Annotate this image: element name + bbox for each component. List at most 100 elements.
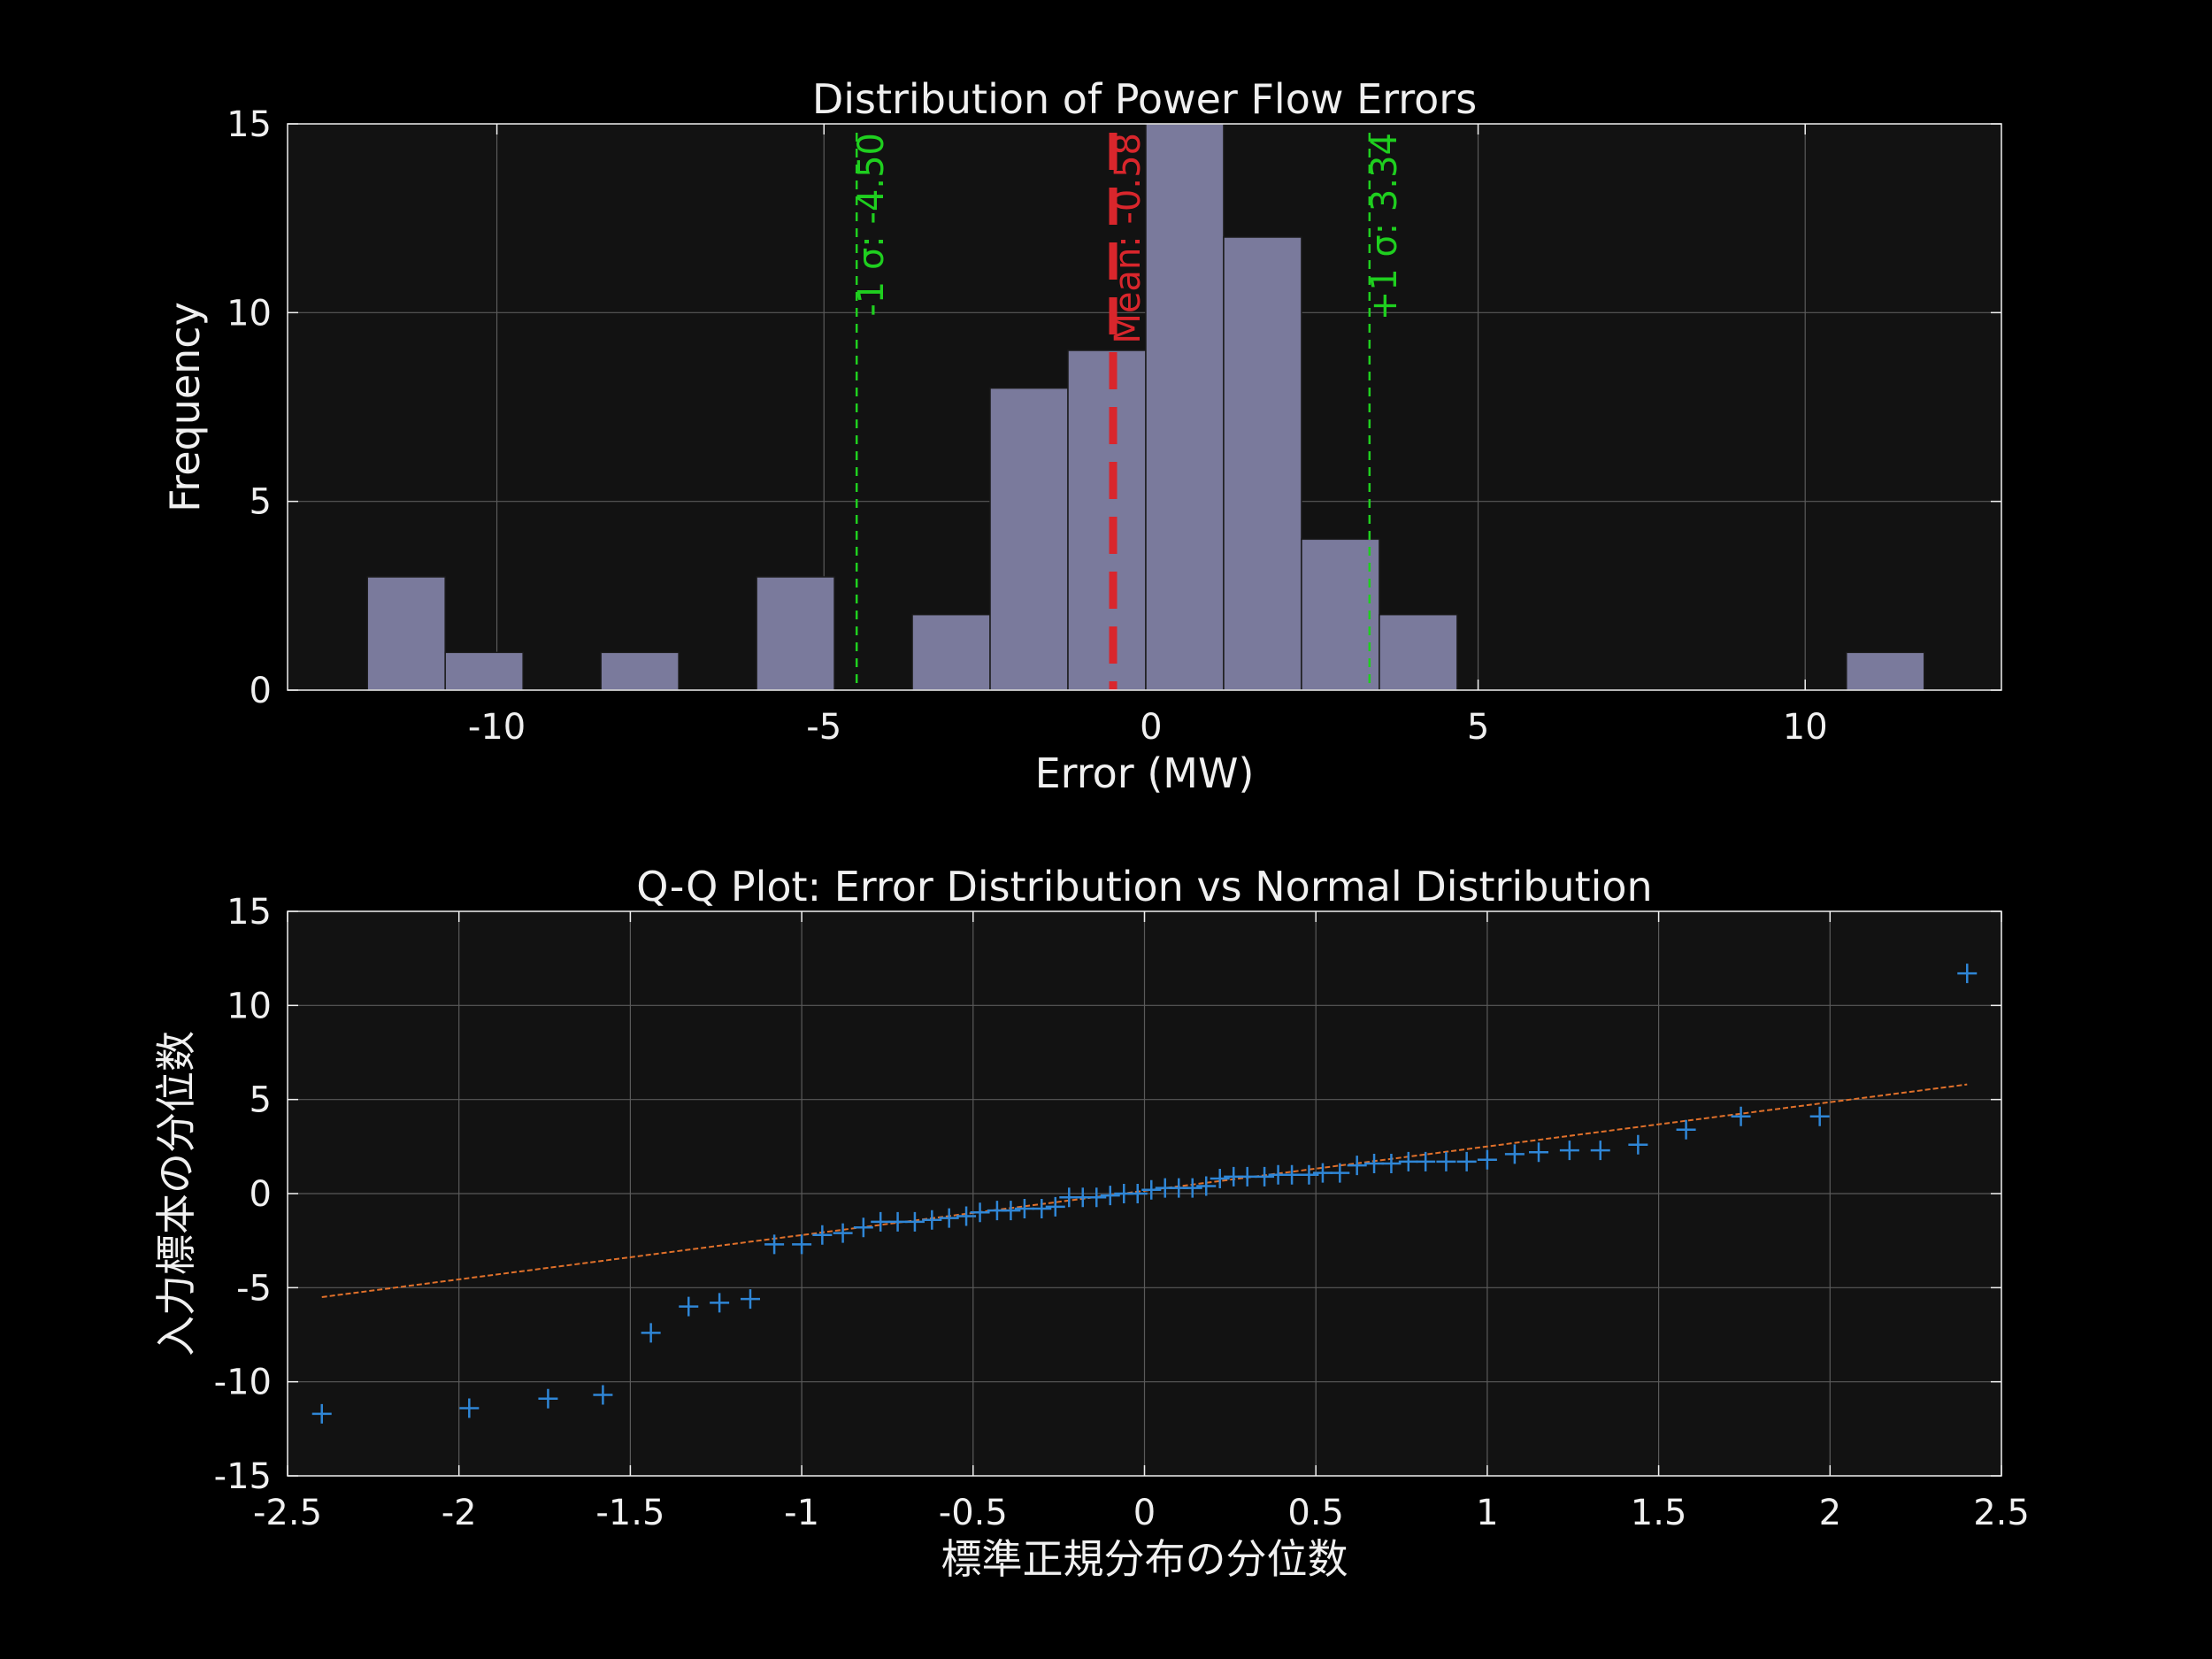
qq-data-point [1087,1187,1107,1208]
qq-y-tick-label: -10 [214,1363,272,1403]
qq-y-tick-label: 10 [227,986,272,1026]
qq-data-point [1731,1106,1751,1126]
qq-data-point [922,1210,942,1230]
qq-y-tick-label: 15 [227,892,272,933]
qq-data-point [1590,1141,1610,1161]
histogram-bar [989,387,1069,691]
qq-data-point [1676,1119,1696,1140]
qq-data-point [833,1223,853,1243]
qq-x-tick-label: -2.5 [253,1493,322,1533]
qq-data-point [1809,1106,1830,1126]
qq-data-point [593,1385,613,1405]
qq-data-point [1628,1134,1648,1155]
qq-data-points [311,964,1978,1424]
qq-data-point [710,1293,730,1313]
qq-x-tick-label: 0.5 [1287,1493,1344,1533]
qq-data-point [1347,1156,1367,1176]
histogram-axes-frame [287,123,2002,691]
qq-tick-labels: -2.5 -2 -1.5 -1 -0.5 0 0.5 1 1.5 2 2.5 -15 -10 -5 0 5 10… [214,892,2030,1533]
histogram-bar [1067,349,1147,691]
qq-data-point [853,1217,873,1238]
qq-data-point [939,1208,959,1228]
qq-x-tick-label: -1 [784,1493,819,1533]
qq-data-point [871,1211,891,1232]
qq-data-point [1282,1164,1302,1185]
histogram-bars [366,123,1925,691]
qq-data-point [1182,1178,1202,1198]
qq-y-tick-label: -5 [236,1268,272,1309]
qq-data-point [641,1323,661,1343]
qq-data-point [1477,1149,1497,1170]
qq-data-point [1364,1153,1385,1173]
qq-grid [287,910,2002,1477]
qq-data-point [1141,1179,1162,1200]
qq-data-point [1416,1151,1436,1171]
qq-title: Q-Q Plot: Error Distribution vs Normal D… [636,863,1652,910]
histogram-bar [444,651,524,691]
histogram-y-tick-label: 10 [227,293,272,334]
histogram-bar [1379,613,1458,691]
qq-data-point [459,1398,480,1418]
qq-data-point [1398,1151,1418,1171]
histogram-x-tick-label: -10 [468,707,526,748]
histogram-x-tick-label: -5 [806,707,841,748]
qq-data-point [1504,1144,1525,1164]
qq-data-point [764,1234,785,1255]
histogram-bar [1301,538,1380,691]
qq-x-tick-label: 2 [1819,1493,1841,1533]
histogram-y-tick-label: 0 [250,671,272,711]
qq-x-tick-label: 2.5 [1973,1493,2030,1533]
histogram-y-tick-label: 5 [250,482,272,523]
qq-data-point [812,1225,833,1245]
histogram-y-axis-label: Frequency [161,302,209,512]
qq-x-tick-label: 1.5 [1631,1493,1687,1533]
histogram-tick-labels: -10 -5 0 5 10 0 5 10 15 [227,104,1828,748]
qq-data-point [1100,1186,1120,1206]
qq-y-tick-label: -15 [214,1456,272,1497]
qq-data-point [1127,1184,1148,1203]
qq-y-axis-label: 入力標本の分位数 [152,1031,200,1356]
histogram-bar [1145,123,1225,691]
qq-data-point [311,1403,332,1424]
qq-data-point [792,1234,812,1255]
qq-x-tick-label: -1.5 [595,1493,664,1533]
histogram-bar [366,576,446,691]
qq-x-axis-label: 標準正規分布の分位数 [941,1535,1348,1583]
qq-x-tick-label: -2 [442,1493,477,1533]
mean-label: Mean: -0.58 [1108,133,1148,344]
histogram-bar [1846,651,1925,691]
histogram-y-tick-label: 15 [227,104,272,145]
qq-data-point [956,1206,977,1226]
histogram-x-axis-label: Error (MW) [1035,749,1255,797]
histogram-bar [756,576,835,691]
qq-x-tick-label: 0 [1133,1493,1156,1533]
qq-data-point [887,1211,908,1232]
qq-data-point [1237,1166,1257,1187]
qq-data-point [740,1289,760,1310]
histogram-title: Distribution of Power Flow Errors [812,75,1477,123]
qq-y-tick-label: 5 [250,1080,272,1121]
qq-data-point [1001,1201,1021,1221]
qq-data-point [904,1211,925,1232]
qq-data-point [538,1388,558,1409]
qq-data-point [1299,1164,1319,1185]
qq-data-point [679,1296,699,1317]
qq-data-point [1032,1199,1052,1219]
qq-axes-frame [287,910,2002,1477]
qq-y-tick-label: 0 [250,1174,272,1215]
qq-data-point [970,1202,990,1223]
qq-data-point [1957,964,1978,984]
qq-data-point [1456,1151,1477,1171]
histogram-x-tick-label: 10 [1783,707,1828,748]
qq-plot-panel: -2.5 -2 -1.5 -1 -0.5 0 0.5 1 1.5 2 2.5 -15 -10 -5 0 5 10… [152,863,2030,1583]
qq-x-tick-label: 1 [1476,1493,1498,1533]
histogram-x-tick-label: 0 [1140,707,1162,748]
histogram-panel: Mean: -0.58 -1 σ: -4.50 +1 σ: 3.34 -10 -5 0 5… [161,75,2002,797]
histogram-reference-lines: Mean: -0.58 -1 σ: -4.50 +1 σ: 3.34 [851,133,1405,690]
qq-data-point [1312,1163,1333,1183]
qq-data-point [1436,1151,1456,1171]
histogram-bar [600,651,680,691]
qq-data-point [1014,1199,1034,1219]
qq-data-point [1330,1163,1350,1183]
